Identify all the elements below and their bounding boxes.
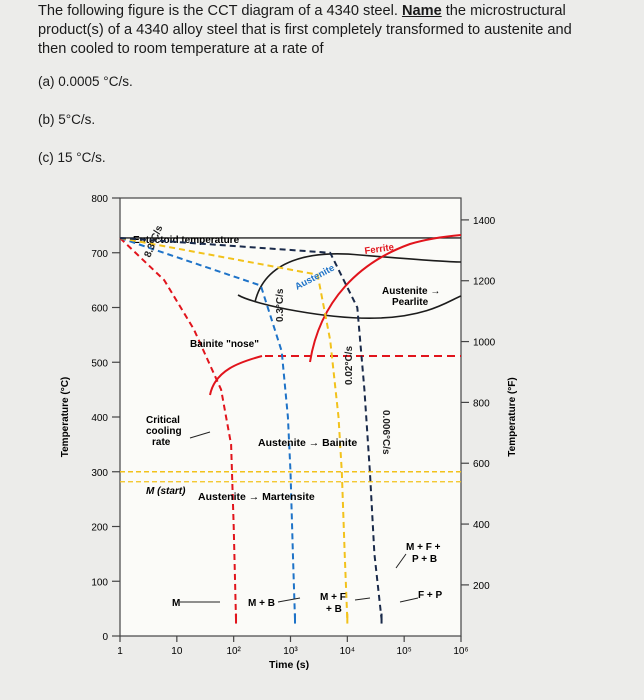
- rate-label-0-006: 0.006°C/s: [380, 410, 391, 455]
- austenite-pearlite-label-2: Pearlite: [392, 297, 429, 308]
- stem-line-2: product(s) of a 4340 alloy steel that is…: [38, 22, 572, 38]
- mfb-arrow: [354, 597, 371, 601]
- y-left-tick-label: 0: [102, 632, 108, 643]
- y-left-tick-label: 700: [91, 249, 108, 260]
- critical-label-2: cooling: [146, 426, 182, 437]
- cooling-curves: [119, 236, 383, 624]
- y-right-tick-label: 400: [473, 520, 490, 531]
- fp-label: F + P: [418, 590, 443, 601]
- y-right-tick-label: 1200: [473, 277, 496, 288]
- m-label: M: [172, 598, 180, 609]
- y-axis-left: 0 100 200 300 400 500 600 700 800: [91, 194, 120, 643]
- cooling-curve-0: [119, 237, 237, 620]
- y-right-tick-label: 800: [473, 398, 490, 409]
- x-axis: 1 10 10² 10³ 10⁴ 10⁵ 10⁶: [117, 636, 469, 657]
- stem-line-3: then cooled to room temperature at a rat…: [38, 41, 324, 57]
- pearlite-start-curve: [254, 253, 462, 303]
- cooling-curve-2: [119, 236, 349, 620]
- austenite-martensite-label: Austenite → Martensite: [198, 491, 315, 503]
- rate-label-0-3: 0.3°C/s: [275, 288, 286, 322]
- x-tick-label: 10⁶: [453, 646, 468, 657]
- fp-arrow: [399, 597, 419, 603]
- y-left-tick-label: 800: [91, 194, 108, 205]
- y-axis-left-label: Temperature (°C): [60, 377, 71, 458]
- mfb-label-1: M + F: [320, 592, 346, 603]
- m-start-label: M (start): [146, 486, 186, 497]
- stem-line-1: The following figure is the CCT diagram …: [38, 3, 402, 19]
- critical-label-1: Critical: [146, 415, 180, 426]
- y-left-tick-label: 300: [91, 468, 108, 479]
- mb-arrow: [277, 597, 301, 603]
- part-a: (a) 0.0005 °C/s.: [38, 74, 133, 89]
- eutectoid-label: Eutectoid temperature: [133, 235, 240, 246]
- cooling-curve-3: [119, 236, 383, 620]
- question-text: The following figure is the CCT diagram …: [38, 2, 638, 69]
- rate-label-0-02: 0.02°C/s: [344, 346, 355, 385]
- ferrite-label: Ferrite: [364, 242, 395, 257]
- critical-label-3: rate: [152, 437, 171, 448]
- part-c: (c) 15 °C/s.: [38, 150, 106, 165]
- y-left-tick-label: 100: [91, 577, 108, 588]
- x-tick-label: 10⁴: [340, 646, 355, 657]
- x-tick-label: 10²: [226, 646, 241, 657]
- y-axis-right: 200 400 600 800 1000 1200 1400: [461, 216, 496, 592]
- cooling-curve-1: [119, 237, 296, 620]
- y-axis-right-label: Temperature (°F): [507, 377, 518, 456]
- name-keyword: Name: [401, 3, 442, 19]
- part-b: (b) 5°C/s.: [38, 112, 96, 127]
- y-right-tick-label: 1000: [473, 338, 496, 349]
- austenite-bainite-label: Austenite → Bainite: [258, 437, 357, 449]
- y-left-tick-label: 400: [91, 413, 108, 424]
- mfb-label-2: + B: [326, 604, 342, 615]
- plot-area: [119, 197, 462, 637]
- x-tick-label: 10³: [283, 646, 298, 657]
- y-right-tick-label: 200: [473, 581, 490, 592]
- x-axis-label: Time (s): [269, 659, 309, 671]
- ferrite-start-curve: [309, 234, 462, 363]
- critical-arrow: [189, 431, 211, 439]
- austenite-pearlite-label-1: Austenite →: [382, 286, 440, 297]
- question-stem: The following figure is the CCT diagram …: [38, 2, 638, 59]
- y-right-tick-label: 600: [473, 459, 490, 470]
- x-tick-label: 1: [117, 646, 123, 657]
- stem-line-1-end: the microstructural: [441, 3, 566, 19]
- bainite-nose-label: Bainite "nose": [190, 339, 259, 350]
- mfpb-label-1: M + F +: [406, 542, 441, 553]
- x-tick-label: 10: [171, 646, 183, 657]
- mfpb-arrow: [395, 553, 407, 569]
- y-left-tick-label: 500: [91, 358, 108, 369]
- y-right-tick-label: 1400: [473, 216, 496, 227]
- x-tick-label: 10⁵: [397, 646, 412, 657]
- y-left-tick-label: 200: [91, 523, 108, 534]
- mb-label: M + B: [248, 598, 275, 609]
- bainite-start-curve: [209, 355, 263, 396]
- pearlite-finish-curve: [237, 294, 462, 319]
- mfpb-label-2: P + B: [412, 554, 437, 565]
- y-left-tick-label: 600: [91, 304, 108, 315]
